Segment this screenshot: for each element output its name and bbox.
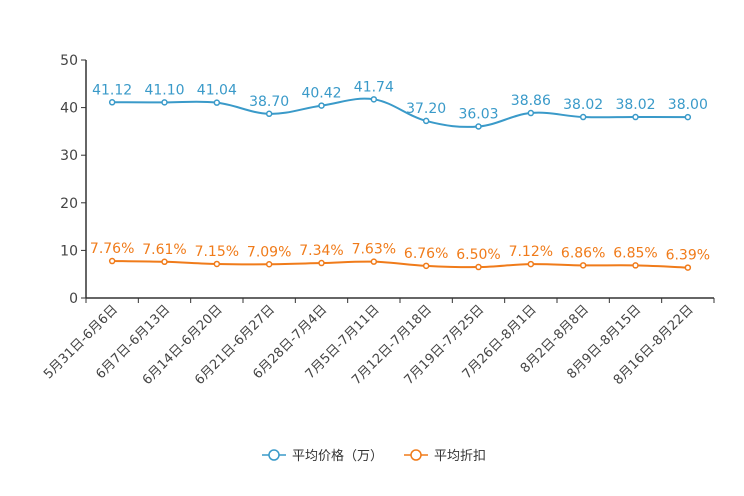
data-label: 40.42 [301,86,341,102]
y-tick-label: 30 [60,148,78,164]
y-tick-label: 50 [60,53,78,69]
data-label: 6.50% [456,247,500,263]
data-point[interactable] [422,117,430,125]
data-label: 7.61% [142,242,186,258]
data-label: 6.85% [613,245,657,261]
data-point[interactable] [527,260,535,268]
y-tick-label: 20 [60,196,78,212]
series-line-2 [112,260,688,269]
data-point[interactable] [579,113,587,121]
y-tick-label: 40 [60,101,78,117]
data-point[interactable] [161,99,168,106]
data-label: 41.12 [92,82,132,98]
data-point[interactable] [370,96,378,103]
data-label: 38.86 [511,93,551,109]
data-point[interactable] [161,258,168,266]
data-label: 41.10 [144,82,184,98]
data-point[interactable] [527,109,535,117]
data-label: 7.63% [352,242,396,258]
chart-series: 41.12 41.10 41.04 38.70 40.42 41.74 37.20 36.03… [90,79,710,271]
data-point[interactable] [108,257,116,265]
legend-marker-2 [410,449,422,461]
data-label: 38.02 [615,97,655,113]
y-tick-label: 0 [69,291,78,307]
legend-label-1[interactable]: 平均价格（万） [292,448,383,464]
data-label: 6.76% [404,246,448,262]
data-label: 38.00 [668,97,708,113]
data-point[interactable] [684,264,692,271]
data-label: 41.04 [197,83,237,99]
data-label: 6.39% [666,248,710,264]
data-point[interactable] [108,99,116,106]
data-point[interactable] [265,261,273,268]
data-label: 6.86% [561,245,605,261]
data-point[interactable] [318,259,325,267]
data-label: 36.03 [458,106,498,122]
data-label: 7.12% [509,244,553,260]
data-point[interactable] [213,260,221,268]
data-point[interactable] [422,262,430,270]
data-label: 37.20 [406,101,446,117]
data-point[interactable] [265,110,273,118]
data-label: 38.70 [249,94,289,110]
legend-marker-1 [268,449,280,461]
data-point[interactable] [475,123,482,130]
data-point[interactable] [632,113,639,121]
data-point[interactable] [579,262,587,269]
chart-legend[interactable]: 平均价格（万） 平均折扣 [262,448,486,464]
legend-label-2[interactable]: 平均折扣 [434,449,486,464]
series-line-1 [112,97,688,128]
data-label: 38.02 [563,97,603,113]
data-label: 7.34% [299,243,343,259]
data-label: 7.76% [90,241,134,257]
data-point[interactable] [370,258,378,265]
data-label: 7.09% [247,244,291,260]
data-point[interactable] [684,113,692,121]
data-point[interactable] [318,102,325,109]
data-point[interactable] [632,262,639,269]
data-point[interactable] [213,99,221,106]
y-tick-label: 10 [60,243,78,259]
data-label: 41.74 [354,79,394,95]
data-point[interactable] [475,263,482,271]
data-label: 7.15% [195,244,239,260]
